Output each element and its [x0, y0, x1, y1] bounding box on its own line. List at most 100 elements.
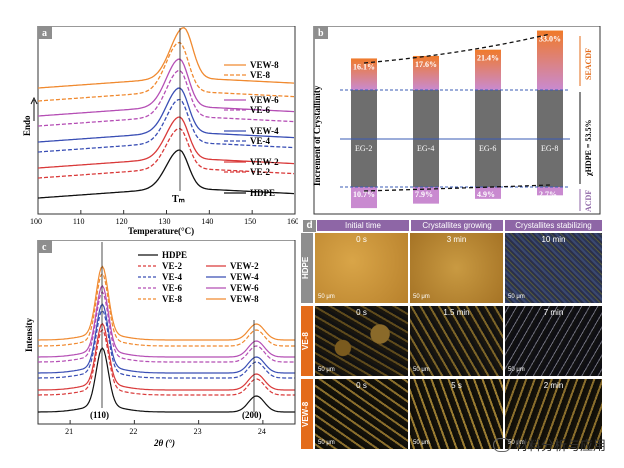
dsc-tick-label: 150	[244, 217, 256, 226]
dsc-legend-label: VE-6	[250, 105, 270, 115]
xrd-ylabel: Intensity	[24, 317, 34, 352]
seacdf-label: SEACDF	[584, 48, 593, 80]
dsc-tick-label: 130	[159, 217, 171, 226]
xrd-curve	[38, 309, 295, 379]
xrd-curve	[38, 347, 295, 413]
dsc-curve-ve-8	[37, 41, 295, 102]
xrd-curve	[38, 272, 295, 347]
row-tag-hdpe: HDPE	[301, 233, 313, 303]
panel-a-tag: a	[42, 28, 47, 39]
dsc-legend-label: VEW-6	[250, 95, 279, 105]
dsc-curve-ve-4	[37, 98, 295, 153]
bar-seacdf	[351, 58, 377, 90]
panel-b: b Increment of Crystallinity 16.1% 10.7% E…	[312, 26, 601, 215]
panel-a: a Tₘ Endo VEW-8VE-8 VEW-6VE-6 VEW-4VE-4 VEW…	[22, 26, 298, 236]
dsc-curve-ve-6	[37, 69, 295, 127]
bar-top-label: 33.0%	[539, 35, 561, 44]
xrd-xlabel: 2θ (°)	[153, 438, 175, 448]
row-tag-vew8: VEW-8	[301, 379, 313, 449]
dsc-legend-label: VEW-4	[250, 126, 279, 136]
bar-top-label: 17.6%	[415, 60, 437, 69]
xrd-tick-label: 21	[65, 427, 73, 436]
dsc-tick-label: 100	[30, 217, 42, 226]
peak-110: (110)	[90, 410, 109, 420]
micrograph-vew8-0: 0 s 50 μm	[315, 379, 408, 449]
dsc-legend-label: VEW-8	[250, 60, 279, 70]
panel-b-tag: b	[318, 28, 324, 39]
bar-acdf	[413, 187, 439, 204]
micrograph-vew8-2: 2 min 50 μm	[505, 379, 602, 449]
bar-top-label: 16.1%	[353, 62, 375, 71]
dsc-tick-label: 160	[287, 217, 298, 226]
bar-group-label: EG-2	[355, 144, 372, 153]
peak-200: (200)	[242, 410, 262, 420]
micrograph-hdpe-2: 10 min 50 μm	[505, 233, 602, 303]
dsc-legend-label: VE-2	[250, 167, 270, 177]
micrograph-ve8-0: 0 s 50 μm	[315, 306, 408, 376]
bar-seacdf	[537, 30, 563, 90]
xrd-curve	[38, 284, 295, 358]
xrd-legend-label: VE-2	[162, 261, 182, 271]
dsc-curve-ve-2	[37, 127, 295, 179]
bar-group-label: EG-4	[417, 144, 434, 153]
wechat-icon	[492, 437, 511, 452]
xrd-tick-label: 24	[258, 427, 266, 436]
dsc-curve-hdpe	[37, 149, 295, 199]
dsc-xlabel: Temperature(°C)	[128, 226, 194, 236]
xrd-legend-label: VEW-8	[230, 294, 259, 304]
dsc-tick-label: 120	[116, 217, 128, 226]
bar-acdf	[475, 187, 501, 199]
row-tag-ve8: VE-8	[301, 306, 313, 376]
crystallinity-ylabel: Increment of Crystallinity	[312, 85, 322, 186]
micrograph-hdpe-1: 3 min 50 μm	[410, 233, 503, 303]
xrd-curve	[38, 303, 295, 374]
xrd-legend-label: HDPE	[162, 250, 187, 260]
dsc-curve-vew-8	[37, 27, 295, 89]
dsc-tick-label: 110	[73, 217, 85, 226]
header-stabilizing: Crystallites stabilizing	[505, 220, 602, 231]
acdf-label: ACDF	[584, 190, 593, 212]
panel-d-tag: d	[303, 220, 316, 232]
panel-c: c (110) (200) Intensity HDPEVE-2VE-4VE-6…	[24, 240, 296, 448]
dsc-tick-label: 140	[201, 217, 213, 226]
dsc-legend-label: VEW-2	[250, 157, 279, 167]
panel-c-tag: c	[42, 242, 47, 253]
xrd-curve	[38, 322, 295, 391]
xrd-curve	[38, 329, 295, 396]
bar-top-label: 21.4%	[477, 54, 499, 63]
xrd-legend-label: VE-4	[162, 272, 182, 282]
xrd-legend-label: VE-8	[162, 294, 182, 304]
xrd-legend-label: VEW-6	[230, 283, 259, 293]
xrd-legend-label: VEW-4	[230, 272, 259, 282]
xrd-tick-label: 23	[194, 427, 202, 436]
bar-group-label: EG-8	[541, 144, 558, 153]
bar-bottom-label: 2.7%	[539, 190, 557, 199]
micrograph-vew8-1: 5 s 50 μm	[410, 379, 503, 449]
bar-seacdf	[413, 55, 439, 90]
bar-seacdf	[475, 49, 501, 90]
bar-bottom-label: 7.9%	[415, 190, 433, 199]
header-initial: Initial time	[317, 220, 409, 231]
micrograph-hdpe-0: 0 s 50 μm	[315, 233, 408, 303]
xrd-legend-label: VEW-2	[230, 261, 259, 271]
dsc-legend-label: VE-4	[250, 136, 270, 146]
header-growing: Crystallites growing	[411, 220, 503, 231]
endo-label: Endo	[22, 115, 32, 136]
xrd-curve	[38, 291, 295, 363]
bar-bottom-label: 10.7%	[353, 190, 375, 199]
watermark: 材料分析与应用	[492, 435, 606, 454]
dsc-legend-label: VE-8	[250, 70, 270, 80]
dsc-legend-label: HDPE	[250, 188, 275, 198]
micrograph-ve8-1: 1.5 min 50 μm	[410, 306, 503, 376]
micrograph-ve8-2: 7 min 50 μm	[505, 306, 602, 376]
dsc-curve-vew-2	[37, 116, 295, 169]
dsc-curve-vew-6	[37, 58, 295, 117]
tm-label: Tₘ	[172, 194, 185, 205]
bar-acdf	[351, 187, 377, 209]
chi-label: χHDPE = 53.5%	[584, 120, 593, 177]
xrd-curve	[38, 265, 295, 341]
xrd-tick-label: 22	[129, 427, 137, 436]
xrd-legend-label: VE-6	[162, 283, 182, 293]
bar-acdf	[537, 187, 563, 196]
